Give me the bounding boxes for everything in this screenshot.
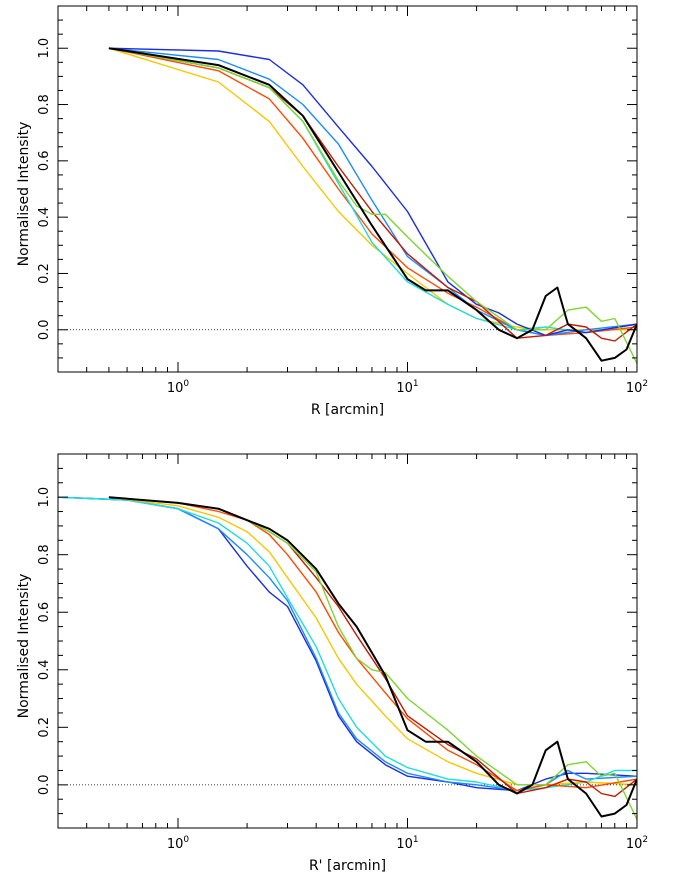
- series-line-8: [108, 47, 637, 362]
- series-line-6: [108, 47, 637, 342]
- y-tick-label: 0.4: [37, 207, 52, 228]
- y-tick-label: 0.0: [37, 774, 52, 795]
- y-tick-label: 1.0: [37, 487, 52, 508]
- x-tick-label: 100: [167, 379, 190, 396]
- x-axis-title: R' [arcmin]: [309, 858, 386, 874]
- series-line-5: [108, 47, 637, 337]
- y-tick-label: 0.8: [37, 544, 52, 565]
- chart-panel-1: 100 101 102 0.0 0.2 0.4 0.6 0.8 1.0 R [arcmin] Nor…: [16, 5, 648, 418]
- y-tick-label: 0.6: [37, 150, 52, 171]
- y-tick-label: 0.6: [37, 602, 52, 623]
- y-tick-label: 0.4: [37, 659, 52, 680]
- y-tick-label: 0.2: [37, 717, 52, 738]
- chart-panel-2: 100 101 102 0.0 0.2 0.4 0.6 0.8 1.0 R' [arcmin] No…: [16, 453, 648, 874]
- series-line-7: [108, 47, 637, 364]
- x-tick-label: 101: [396, 835, 418, 852]
- x-tick-label: 102: [626, 835, 648, 852]
- y-axis-title: Normalised Intensity: [16, 122, 32, 267]
- series-line-7: [108, 496, 637, 820]
- y-axis-title: Normalised Intensity: [16, 574, 32, 719]
- x-axis-title: R [arcmin]: [311, 402, 384, 418]
- x-tick-label: 102: [626, 379, 648, 396]
- plot-frame: [57, 5, 638, 373]
- series-group: [58, 496, 637, 820]
- y-tick-label: 1.0: [37, 38, 52, 59]
- series-line-8: [108, 496, 637, 818]
- y-tick-label: 0.0: [37, 319, 52, 340]
- x-tick-label: 101: [396, 379, 418, 396]
- y-tick-label: 0.2: [37, 263, 52, 284]
- plot-frame: [57, 453, 638, 829]
- y-tick-label: 0.8: [37, 94, 52, 115]
- series-group: [108, 47, 637, 364]
- x-tick-label: 100: [167, 835, 190, 852]
